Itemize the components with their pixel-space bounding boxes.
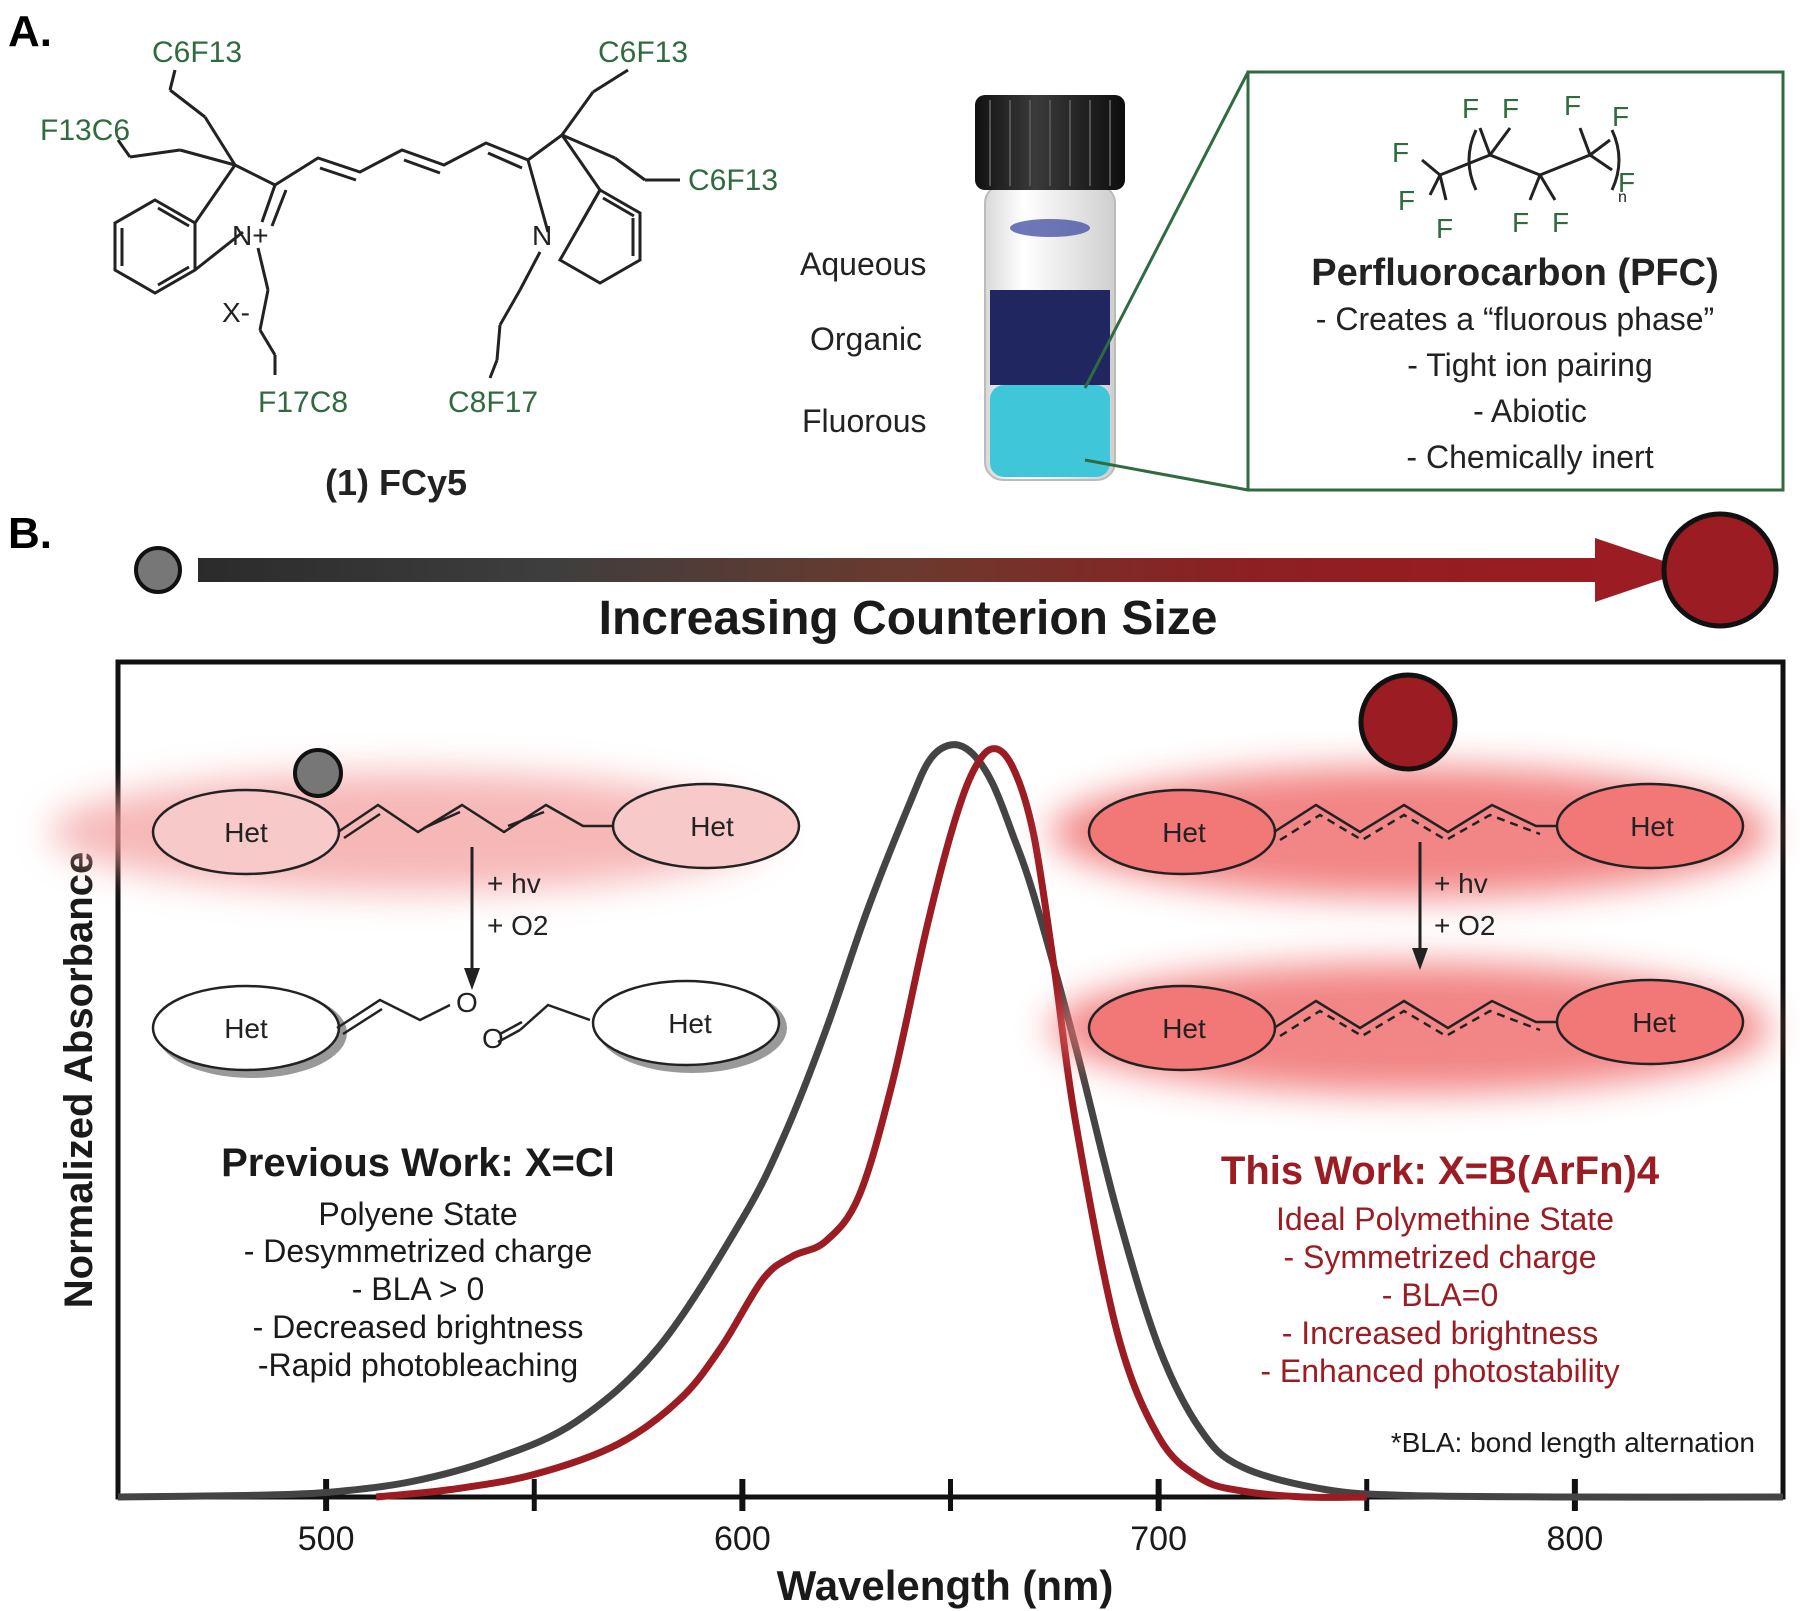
pfc-n-subscript: n bbox=[1618, 189, 1627, 206]
this-work-line-5: - Enhanced photostability bbox=[1260, 1353, 1619, 1389]
y-axis-label: Normalized Absorbance bbox=[57, 852, 101, 1308]
this-work-line-1: Ideal Polymethine State bbox=[1276, 1201, 1614, 1237]
previous-work-line-3: - BLA > 0 bbox=[352, 1271, 485, 1307]
left-het-4: Het bbox=[668, 1008, 712, 1039]
pfc-f-1: F bbox=[1392, 137, 1409, 168]
left-hv: + hv bbox=[487, 868, 541, 899]
this-work-scheme bbox=[1050, 672, 1770, 1093]
counterion-size-arrow bbox=[134, 511, 1779, 629]
pfc-title: Perfluorocarbon (PFC) bbox=[1311, 252, 1718, 294]
x-axis-label: Wavelength (nm) bbox=[777, 1562, 1114, 1609]
pfc-f-4: F bbox=[1462, 93, 1479, 124]
pfc-bullet-4: - Chemically inert bbox=[1406, 439, 1653, 475]
previous-work-line-2: - Desymmetrized charge bbox=[244, 1233, 593, 1269]
this-work-line-3: - BLA=0 bbox=[1382, 1277, 1499, 1313]
substituent-3: F13C6 bbox=[40, 114, 130, 147]
panel-a-label: A. bbox=[8, 7, 52, 56]
arrow-title: Increasing Counterion Size bbox=[599, 592, 1218, 645]
phase-fluorous: Fluorous bbox=[802, 403, 927, 439]
left-het-2: Het bbox=[690, 811, 734, 842]
fcy5-structure bbox=[113, 68, 680, 379]
pfc-f-3: F bbox=[1436, 213, 1453, 244]
substituent-2: C6F13 bbox=[598, 36, 688, 69]
pfc-box bbox=[1246, 70, 1785, 492]
gray-absorbance-curve bbox=[117, 741, 1784, 1501]
pfc-bullet-2: - Tight ion pairing bbox=[1407, 347, 1652, 383]
pfc-f-7: F bbox=[1552, 207, 1569, 238]
right-hv: + hv bbox=[1434, 868, 1488, 899]
previous-work-line-4: - Decreased brightness bbox=[253, 1309, 584, 1345]
this-work-line-4: - Increased brightness bbox=[1282, 1315, 1599, 1351]
substituent-6: C8F17 bbox=[448, 386, 538, 419]
phase-aqueous: Aqueous bbox=[800, 246, 926, 282]
molecule-caption: (1) FCy5 bbox=[325, 462, 467, 503]
pfc-f-6: F bbox=[1512, 207, 1529, 238]
callout-line-top bbox=[1083, 71, 1250, 389]
n-plus-atom: N+ bbox=[232, 220, 269, 251]
left-oxygen-2: O bbox=[482, 1023, 504, 1054]
pfc-f-8: F bbox=[1564, 90, 1581, 121]
x-tick-label-500: 500 bbox=[298, 1520, 355, 1558]
x-tick-label-700: 700 bbox=[1130, 1520, 1187, 1558]
panel-b-label: B. bbox=[8, 509, 52, 558]
pfc-f-5: F bbox=[1502, 93, 1519, 124]
pfc-f-10: F bbox=[1618, 167, 1635, 198]
previous-work-line-1: Polyene State bbox=[318, 1196, 517, 1232]
x-tick-label-800: 800 bbox=[1547, 1520, 1604, 1558]
pfc-bullet-1: - Creates a “fluorous phase” bbox=[1316, 301, 1714, 337]
substituent-5: F17C8 bbox=[258, 386, 348, 419]
substituent-4: C6F13 bbox=[688, 164, 778, 197]
absorbance-curves bbox=[117, 741, 1784, 1501]
right-het-2: Het bbox=[1630, 811, 1674, 842]
pfc-bullet-3: - Abiotic bbox=[1473, 393, 1587, 429]
this-work-line-2: - Symmetrized charge bbox=[1284, 1239, 1597, 1275]
pfc-f-9: F bbox=[1612, 101, 1629, 132]
x-tick-label-600: 600 bbox=[714, 1520, 771, 1558]
right-o2: + O2 bbox=[1434, 910, 1495, 941]
left-het-1: Het bbox=[224, 817, 268, 848]
right-het-4: Het bbox=[1632, 1007, 1676, 1038]
this-work-title: This Work: X=B(ArFn)4 bbox=[1221, 1149, 1660, 1193]
previous-work-line-5: -Rapid photobleaching bbox=[258, 1347, 578, 1383]
left-o2: + O2 bbox=[487, 910, 548, 941]
red-absorbance-curve bbox=[375, 745, 1367, 1501]
substituent-1: C6F13 bbox=[152, 36, 242, 69]
right-het-1: Het bbox=[1162, 817, 1206, 848]
phase-organic: Organic bbox=[810, 321, 922, 357]
pfc-structure bbox=[1421, 127, 1621, 201]
vial bbox=[975, 95, 1125, 481]
previous-work-title: Previous Work: X=Cl bbox=[221, 1141, 615, 1185]
left-oxygen-1: O bbox=[456, 987, 478, 1018]
n-atom: N bbox=[532, 220, 552, 251]
previous-work-scheme bbox=[50, 748, 801, 1078]
callout-line-bottom bbox=[1084, 458, 1249, 492]
footnote: *BLA: bond length alternation bbox=[1391, 1427, 1755, 1458]
left-het-3: Het bbox=[224, 1013, 268, 1044]
right-het-3: Het bbox=[1162, 1013, 1206, 1044]
pfc-f-2: F bbox=[1398, 185, 1415, 216]
x-axis-ticks: 500 600 700 800 bbox=[298, 1479, 1603, 1558]
counterion-label: X- bbox=[222, 297, 250, 328]
